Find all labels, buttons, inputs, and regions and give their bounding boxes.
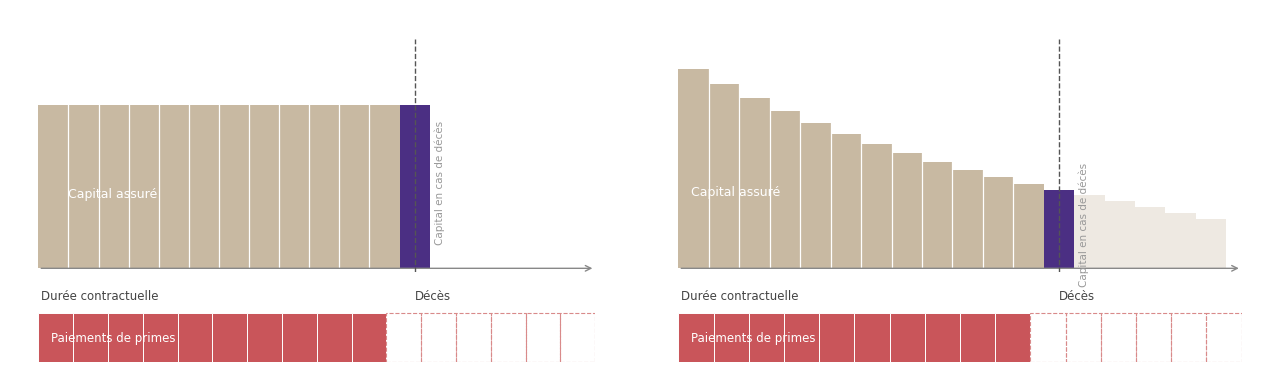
Bar [73,313,108,362]
Text: Durée contractuelle: Durée contractuelle [681,290,799,303]
Bar [250,105,279,268]
Bar [1030,313,1066,362]
Bar [1105,202,1135,268]
Text: Décès: Décès [415,290,451,303]
Bar [339,105,370,268]
Bar [247,313,282,362]
Bar [561,313,595,362]
Bar [678,313,714,362]
Bar [1014,184,1043,268]
Bar [1065,313,1101,362]
Bar [1206,313,1242,362]
Bar [678,69,709,268]
Bar [922,161,952,268]
Bar [490,313,526,362]
Text: Capital en cas de décès: Capital en cas de décès [1079,163,1089,287]
Bar [219,105,250,268]
Bar [1043,189,1074,268]
Bar [1135,207,1166,268]
Bar [924,313,960,362]
Bar [310,105,339,268]
Bar [709,84,740,268]
Bar [387,313,421,362]
Bar [279,105,310,268]
Bar [282,313,316,362]
Bar [740,98,769,268]
Bar [99,105,129,268]
Bar [159,105,189,268]
Bar [1196,219,1226,268]
Bar [952,170,983,268]
Bar [890,313,924,362]
Text: Paiements de primes: Paiements de primes [691,332,815,345]
Bar [38,313,73,362]
Text: Paiements de primes: Paiements de primes [51,332,175,345]
Bar [178,313,212,362]
Bar [1101,313,1137,362]
Bar [421,313,456,362]
Bar [996,313,1030,362]
Text: Capital en cas de décès: Capital en cas de décès [434,121,444,245]
Bar [108,313,143,362]
Bar [861,144,891,268]
Text: Décès: Décès [1059,290,1096,303]
Bar [1074,196,1105,268]
Bar [189,105,219,268]
Bar [891,152,922,268]
Bar [526,313,561,362]
Bar [129,105,159,268]
Bar [749,313,783,362]
Bar [819,313,855,362]
Bar [212,313,247,362]
Bar [783,313,819,362]
Bar [316,313,352,362]
Bar [456,313,490,362]
Bar [399,105,430,268]
Bar [1166,214,1196,268]
Bar [352,313,387,362]
Bar [800,123,831,268]
Bar [769,111,800,268]
Bar [855,313,890,362]
Bar [38,105,69,268]
Bar [960,313,996,362]
Text: Durée contractuelle: Durée contractuelle [41,290,159,303]
Bar [714,313,749,362]
Text: Capital assuré: Capital assuré [691,186,780,199]
Bar [143,313,178,362]
Bar [69,105,99,268]
Bar [1171,313,1206,362]
Bar [370,105,399,268]
Bar [831,134,861,268]
Text: Capital assuré: Capital assuré [69,188,157,201]
Bar [1137,313,1171,362]
Bar [983,177,1014,268]
